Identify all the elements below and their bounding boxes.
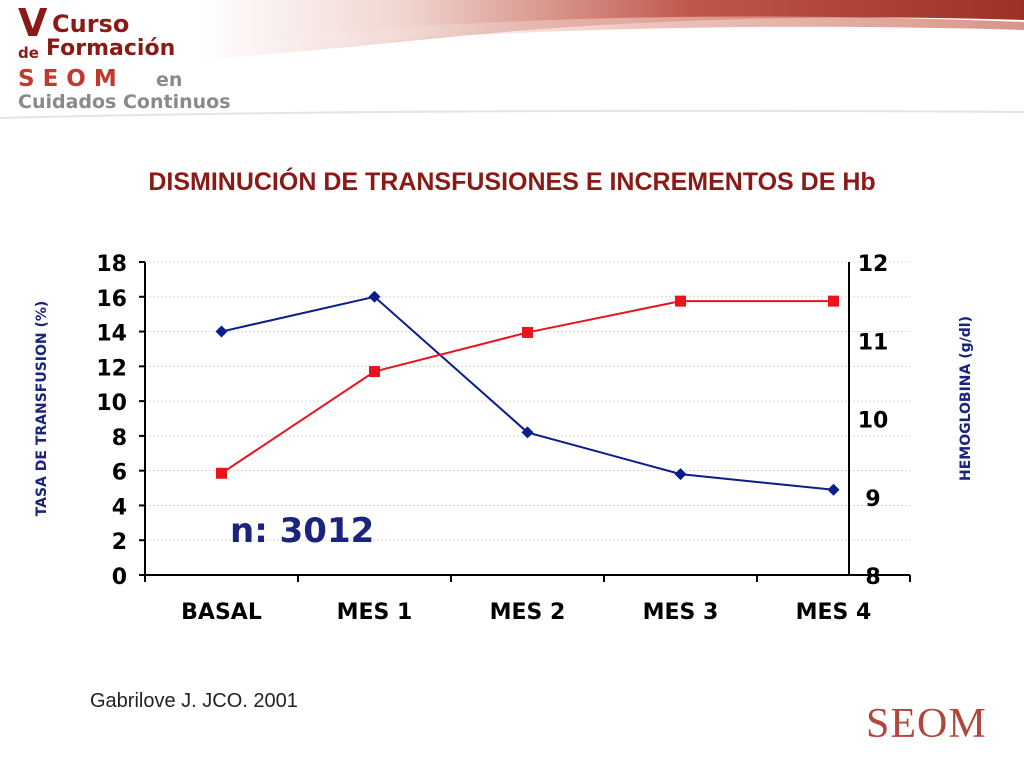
data-point-square [675,295,686,307]
y-tick-label: 10 [96,391,127,416]
y-tick-label: 2 [112,530,127,555]
data-point-diamond [215,325,228,338]
logo-seom: SEOM [18,66,125,92]
data-point-square [369,366,380,378]
x-tick-label: BASAL [181,600,262,625]
data-point-diamond [827,483,840,496]
logo-de: de [18,44,39,62]
logo-en: en [156,69,183,91]
y2-tick-label: 11 [858,330,889,355]
x-tick-label: MES 1 [337,600,413,625]
y-tick-label: 4 [112,495,127,520]
y2-tick-label: 12 [858,252,889,277]
logo-curso: Curso [52,10,130,38]
y-tick-label: 6 [112,461,127,486]
x-tick-label: MES 4 [796,600,872,625]
header-decoration [0,0,1024,119]
x-tick-label: MES 2 [490,600,566,625]
data-point-diamond [674,468,687,481]
seom-brand-logo: SEOM [866,701,987,747]
y-tick-label: 18 [96,252,127,277]
logo-v: V [18,1,48,45]
y2-tick-label: 10 [858,409,889,434]
y-tick-label: 0 [112,565,127,590]
y-tick-label: 14 [96,322,127,347]
slide-title: DISMINUCIÓN DE TRANSFUSIONES E INCREMENT… [148,168,876,196]
y-tick-label: 8 [112,426,127,451]
series-line-1 [221,295,834,491]
y-tick-label: 16 [96,287,127,312]
logo-cuidados: Cuidados Continuos [18,91,231,113]
citation: Gabrilove J. JCO. 2001 [90,690,298,712]
y-axis-label: TASA DE TRANSFUSION (%) [34,301,50,517]
data-point-diamond [521,426,534,439]
logo-formacion: Formación [46,36,176,61]
sample-size-annotation: n: 3012 [230,511,374,551]
x-tick-label: MES 3 [643,600,719,625]
y2-tick-label: 9 [865,487,880,512]
y2-axis-label: HEMOGLOBINA (g/dl) [958,316,974,481]
y-tick-label: 12 [96,356,127,381]
data-point-diamond [368,290,381,303]
data-point-square [828,295,839,307]
data-point-square [216,467,227,479]
data-point-square [522,326,533,338]
y2-tick-label: 8 [865,565,880,590]
